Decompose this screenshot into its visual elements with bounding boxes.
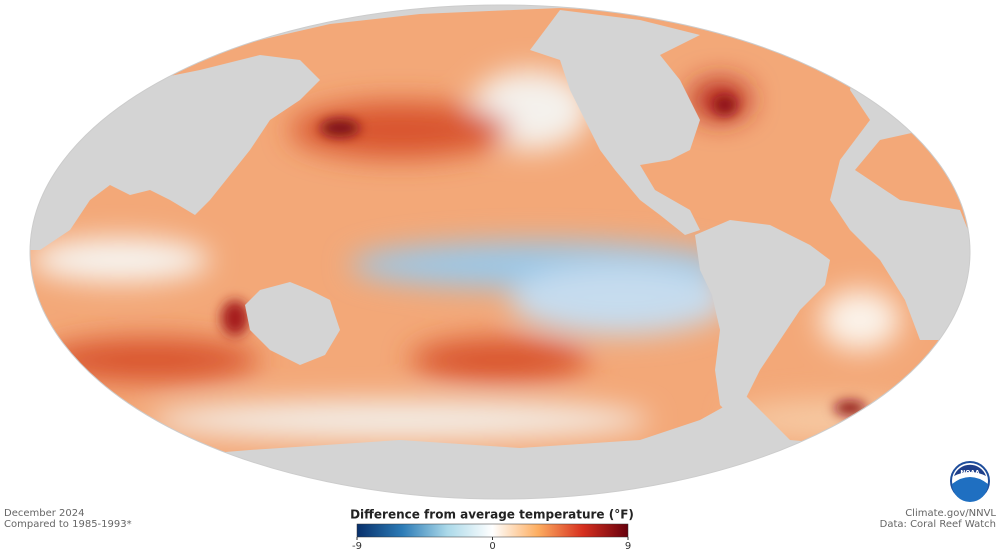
legend-title: Difference from average temperature (°F) (350, 508, 634, 522)
source-label: Data: Coral Reef Watch (880, 519, 996, 530)
date-label: December 2024 (4, 508, 84, 519)
noaa-logo: NOAA (950, 461, 990, 502)
globe-outline (29, 4, 971, 500)
colorbar (356, 523, 629, 538)
logo-text: NOAA (960, 470, 980, 477)
credit-label: Climate.gov/NNVL (905, 508, 996, 519)
hotspots (221, 95, 866, 415)
colorbar-tick-label: -9 (352, 541, 362, 552)
anomaly-pattern (30, 70, 930, 440)
colorbar-tick-label: 0 (489, 541, 495, 552)
baseline-label: Compared to 1985-1993* (4, 519, 132, 530)
colorbar-tick-label: 9 (625, 541, 631, 552)
